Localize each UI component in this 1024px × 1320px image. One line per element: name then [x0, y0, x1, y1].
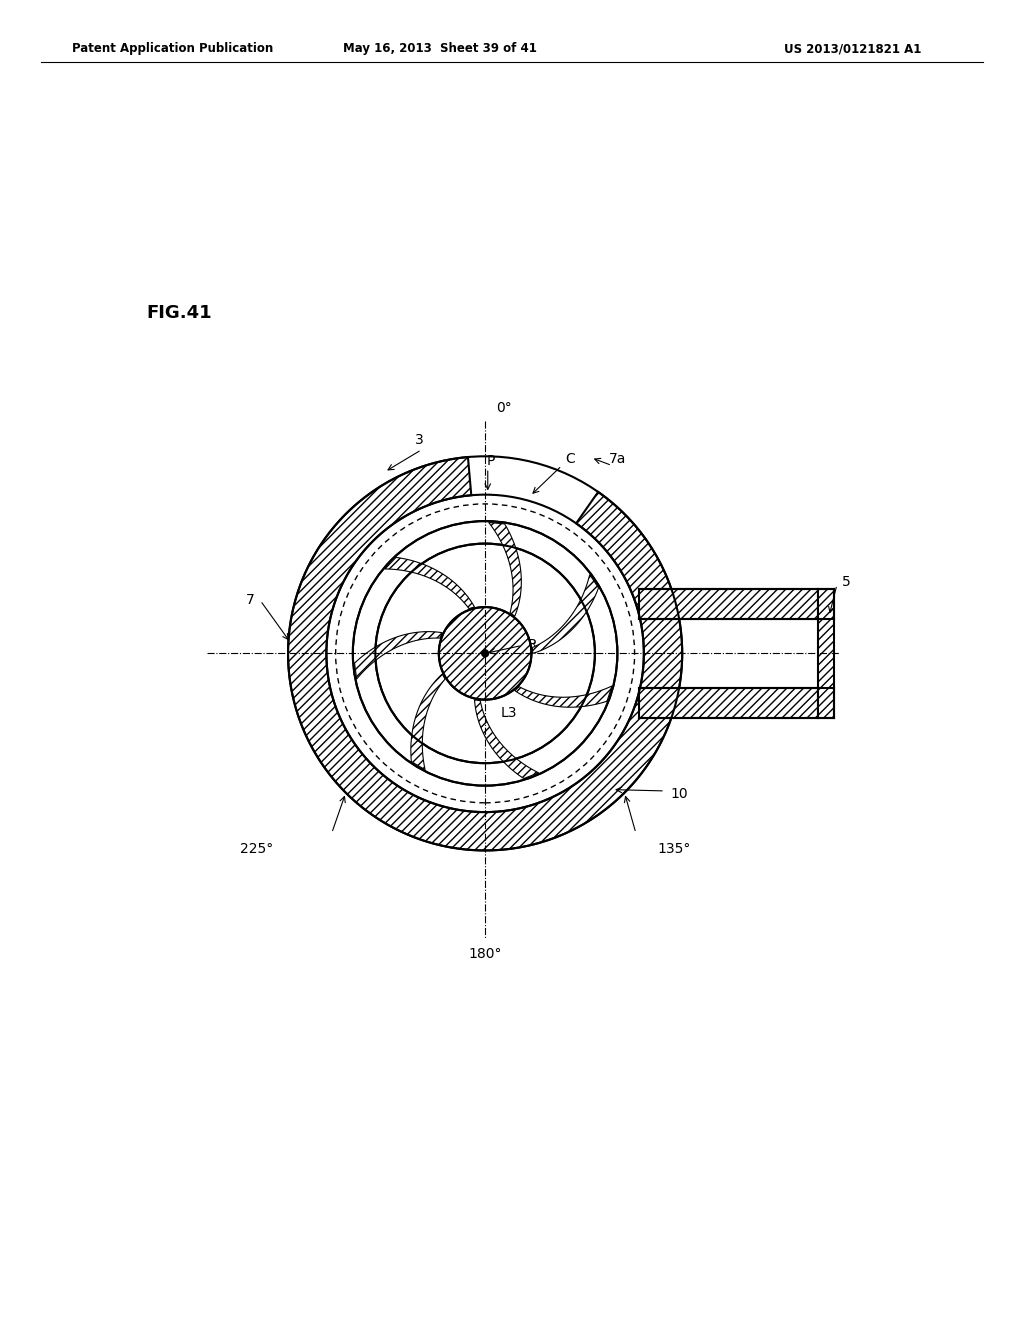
Polygon shape [485, 495, 639, 619]
Text: FIG.41: FIG.41 [146, 304, 212, 322]
Circle shape [439, 607, 531, 700]
Text: US 2013/0121821 A1: US 2013/0121821 A1 [784, 42, 922, 55]
Text: R: R [527, 639, 537, 652]
Text: 7a: 7a [608, 451, 626, 466]
Polygon shape [818, 589, 835, 718]
Text: May 16, 2013  Sheet 39 of 41: May 16, 2013 Sheet 39 of 41 [343, 42, 538, 55]
Text: L1: L1 [442, 636, 459, 649]
Polygon shape [515, 686, 612, 708]
Text: 10: 10 [671, 787, 688, 800]
Text: Patent Application Publication: Patent Application Publication [72, 42, 273, 55]
Text: 7: 7 [246, 594, 255, 607]
Text: 5: 5 [842, 576, 851, 589]
Text: P: P [486, 454, 495, 469]
Text: C: C [565, 451, 574, 466]
Text: 180°: 180° [468, 946, 502, 961]
Polygon shape [532, 574, 598, 653]
Circle shape [481, 649, 488, 657]
Polygon shape [639, 688, 818, 718]
Text: 135°: 135° [657, 842, 690, 857]
Text: 3: 3 [415, 433, 423, 447]
Text: 225°: 225° [241, 842, 273, 857]
Text: L3: L3 [501, 706, 517, 721]
Polygon shape [411, 675, 445, 770]
Polygon shape [639, 589, 818, 619]
Polygon shape [354, 631, 442, 678]
Polygon shape [474, 700, 539, 779]
Text: 0°: 0° [496, 401, 511, 416]
Polygon shape [385, 557, 474, 609]
Polygon shape [288, 457, 682, 850]
Polygon shape [488, 523, 521, 616]
